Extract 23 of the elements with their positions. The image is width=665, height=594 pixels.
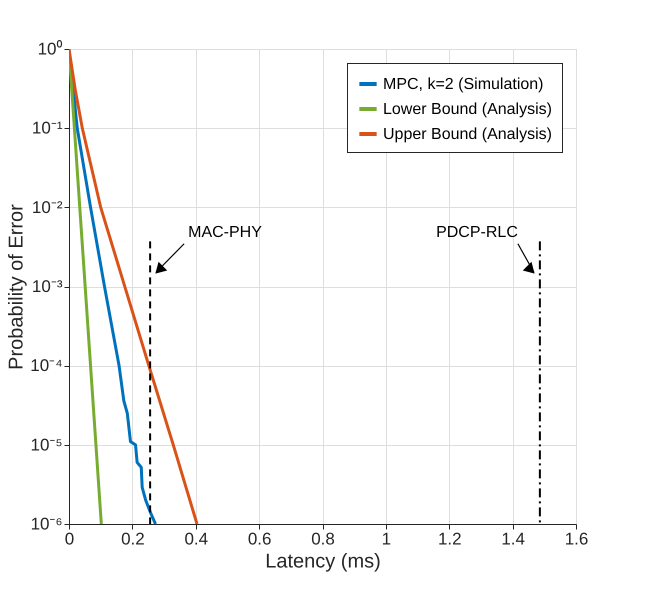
legend-label: Lower Bound (Analysis) [383,101,552,118]
legend-label: MPC, k=2 (Simulation) [383,76,544,93]
x-tick-label: 1.4 [501,530,525,548]
x-tick-label: 0.2 [121,530,145,548]
y-tick-label: 10⁻⁴ [30,356,62,376]
x-tick-label: 0 [64,530,74,548]
x-tick-label: 0.4 [184,530,208,548]
y-axis-title: Probability of Error [5,204,28,370]
ref-line-label: PDCP-RLC [436,224,518,241]
x-tick-label: 1 [382,530,392,548]
y-tick-label: 10⁻⁶ [30,514,62,534]
y-tick-label: 10⁻⁵ [30,435,62,454]
ref-line-label: MAC-PHY [188,224,262,241]
y-tick-label: 10⁰ [38,40,62,58]
x-tick-label: 1.2 [438,530,462,548]
x-tick-label: 0.8 [311,530,335,548]
y-tick-label: 10⁻² [32,198,63,217]
x-axis-title: Latency (ms) [265,550,381,572]
legend-label: Upper Bound (Analysis) [383,126,552,143]
y-tick-label: 10⁻³ [32,277,63,296]
y-tick-label: 10⁻¹ [32,118,63,138]
x-tick-label: 0.6 [248,530,272,548]
x-tick-label: 1.6 [564,530,588,548]
